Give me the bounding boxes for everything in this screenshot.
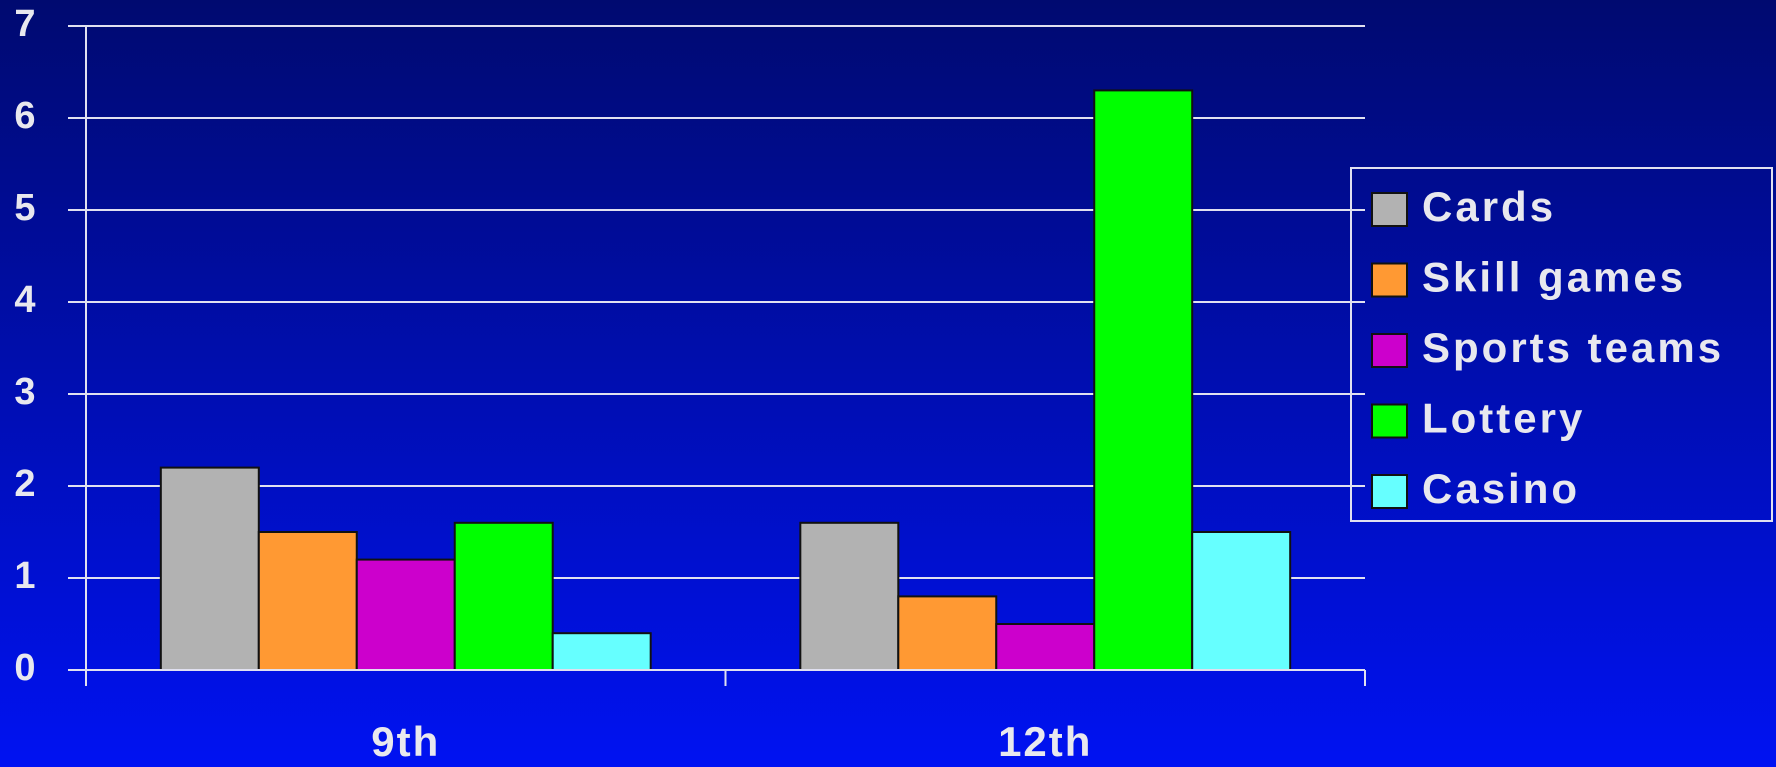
y-tick-label: 4 bbox=[14, 279, 35, 321]
bar bbox=[995, 623, 1096, 671]
legend-label: Skill games bbox=[1422, 254, 1686, 301]
legend-label: Casino bbox=[1422, 465, 1580, 512]
y-tick-label: 3 bbox=[14, 371, 35, 413]
bar bbox=[355, 558, 456, 671]
y-tick-label: 1 bbox=[14, 555, 35, 597]
y-tick-label: 6 bbox=[14, 95, 35, 137]
bar bbox=[1191, 531, 1292, 671]
legend-label: Sports teams bbox=[1422, 324, 1724, 371]
legend-swatch bbox=[1371, 403, 1408, 439]
legend-swatch bbox=[1371, 192, 1408, 227]
y-tick-label: 5 bbox=[14, 187, 35, 229]
bar bbox=[551, 632, 652, 672]
x-tick-label: 9th bbox=[371, 718, 440, 765]
bar bbox=[897, 595, 998, 672]
y-tick-label: 2 bbox=[14, 463, 35, 505]
bar bbox=[257, 531, 358, 671]
bar bbox=[1093, 89, 1194, 671]
legend-box bbox=[1350, 167, 1773, 522]
x-tick-label: 12th bbox=[998, 718, 1092, 765]
legend-label: Lottery bbox=[1422, 395, 1585, 442]
bar bbox=[159, 466, 260, 671]
legend-swatch bbox=[1371, 333, 1408, 368]
bar bbox=[799, 521, 900, 671]
legend-swatch bbox=[1371, 474, 1408, 509]
legend-swatch bbox=[1371, 262, 1408, 298]
y-tick-label: 7 bbox=[14, 3, 35, 45]
bar bbox=[453, 521, 554, 671]
y-tick-label: 0 bbox=[14, 647, 35, 689]
legend-label: Cards bbox=[1422, 183, 1556, 230]
